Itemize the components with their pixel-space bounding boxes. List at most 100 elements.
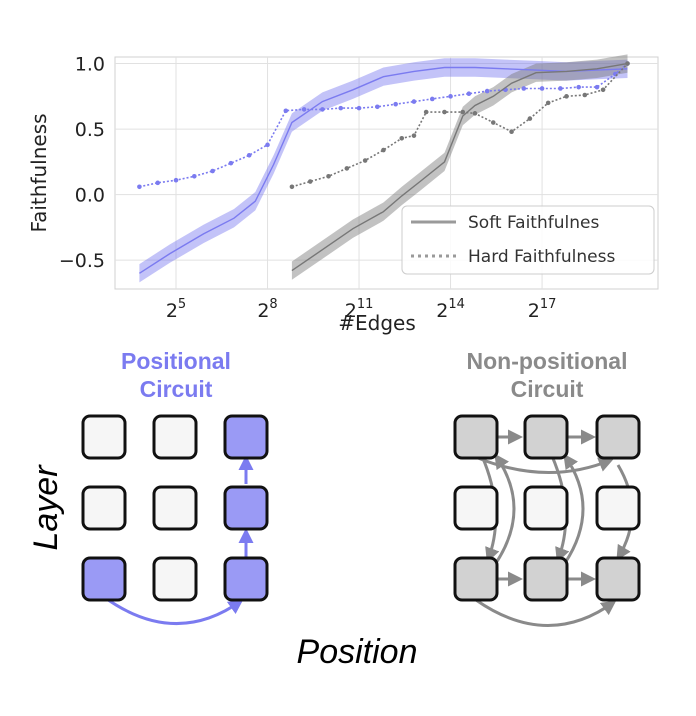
pos-node-r2c3-active	[223, 485, 269, 531]
grid	[115, 57, 658, 289]
x-tick-labels: 25 28 211 214 217	[166, 297, 557, 322]
pos-node-r2c1	[81, 485, 127, 531]
np-node-r3c2-active	[523, 556, 569, 602]
data-point	[521, 86, 527, 91]
non-positional-title-line2: Circuit	[511, 376, 584, 402]
positional-arrow-curve	[103, 595, 244, 626]
np-node-r2c3	[595, 485, 641, 531]
np-arrow-skip-1	[494, 453, 516, 564]
data-point	[173, 177, 179, 183]
np-node-r1c1-active	[453, 414, 499, 460]
data-point	[289, 184, 295, 190]
x-tick-label: 25	[166, 297, 186, 322]
data-point	[558, 86, 563, 91]
x-tick-label: 214	[436, 297, 465, 322]
positional-title-line1: Positional	[121, 348, 231, 374]
data-point	[356, 105, 362, 111]
circuit-diagram: Positional Circuit Non-positional Circui…	[27, 348, 641, 671]
y-tick-label: 0.5	[75, 119, 105, 141]
series-line-2	[291, 62, 628, 272]
data-point	[326, 173, 331, 179]
data-point	[411, 99, 417, 104]
position-label: Position	[297, 633, 418, 671]
positional-grid	[81, 414, 269, 602]
y-axis-label: Faithfulness	[27, 113, 51, 232]
data-point	[527, 116, 533, 121]
positional-title-line2: Circuit	[140, 376, 213, 402]
data-point	[442, 109, 447, 115]
np-node-r3c3-active	[595, 556, 641, 602]
series-line-0	[139, 66, 628, 274]
data-point	[399, 135, 405, 141]
data-point	[210, 168, 215, 174]
y-tick-label: 1.0	[75, 54, 105, 76]
np-node-r2c2	[523, 485, 569, 531]
data-point	[466, 91, 472, 97]
x-tick-base: 2	[257, 300, 269, 322]
data-point	[265, 142, 270, 148]
y-tick-labels: 1.0 0.5 0.0 −0.5	[59, 54, 105, 273]
data-point	[539, 86, 545, 91]
data-point	[192, 173, 197, 179]
x-tick-base: 2	[345, 300, 357, 322]
data-point	[155, 180, 161, 186]
layer-label: Layer	[27, 464, 65, 551]
x-tick-exp: 14	[448, 297, 465, 312]
series-line-1	[139, 62, 629, 188]
non-positional-grid	[453, 414, 641, 602]
data-point	[576, 84, 581, 90]
data-point	[307, 179, 313, 184]
np-node-r2c1	[453, 485, 499, 531]
x-tick-label: 211	[345, 297, 374, 322]
non-positional-title-line1: Non-positional	[467, 348, 628, 374]
x-axis-label: #Edges	[338, 311, 416, 335]
legend-box	[401, 205, 655, 275]
data-point	[429, 96, 435, 102]
np-arrow-bottom-curve	[475, 598, 617, 627]
x-tick-base: 2	[166, 300, 178, 322]
series-band-2	[291, 54, 628, 280]
pos-node-r1c3-active	[223, 414, 269, 460]
data-point	[283, 108, 289, 114]
data-point	[344, 166, 350, 171]
data-point	[228, 160, 234, 166]
pos-node-r1c2	[152, 414, 198, 460]
data-point	[375, 104, 380, 110]
pos-node-r2c2	[152, 485, 198, 531]
series-bands	[139, 54, 628, 283]
data-point	[490, 120, 496, 125]
data-point	[381, 147, 386, 153]
data-point	[600, 87, 606, 93]
pos-node-r3c2	[152, 556, 198, 602]
series-line-3	[291, 63, 629, 188]
x-tick-exp: 5	[178, 297, 186, 312]
x-tick-exp: 17	[540, 297, 557, 312]
np-arrow-top-curve	[477, 456, 614, 474]
series-lines	[137, 61, 630, 274]
data-point	[423, 109, 429, 115]
x-tick-base: 2	[528, 300, 540, 322]
np-node-r3c1-active	[453, 556, 499, 602]
x-tick-label: 217	[528, 297, 557, 322]
legend: Soft Faithfulnes Hard Faithfulness	[401, 205, 655, 275]
data-point	[594, 84, 600, 90]
np-node-r1c2-active	[523, 414, 569, 460]
pos-node-r3c1-active	[81, 556, 127, 602]
data-point	[320, 107, 325, 112]
data-point	[411, 133, 417, 138]
pos-node-r1c1	[81, 414, 127, 460]
data-point	[625, 61, 630, 66]
data-point	[509, 129, 514, 135]
data-point	[362, 158, 368, 163]
np-arrow-skip-2	[563, 453, 585, 564]
data-point	[484, 88, 490, 94]
x-tick-exp: 11	[357, 297, 374, 312]
x-tick-base: 2	[436, 300, 448, 322]
np-node-r1c3-active	[595, 414, 641, 460]
data-point	[338, 105, 344, 111]
legend-soft-label: Soft Faithfulnes	[468, 213, 599, 233]
data-point	[582, 92, 588, 98]
pos-node-r3c3-active	[223, 556, 269, 602]
data-point	[137, 184, 142, 190]
data-point	[448, 94, 453, 99]
